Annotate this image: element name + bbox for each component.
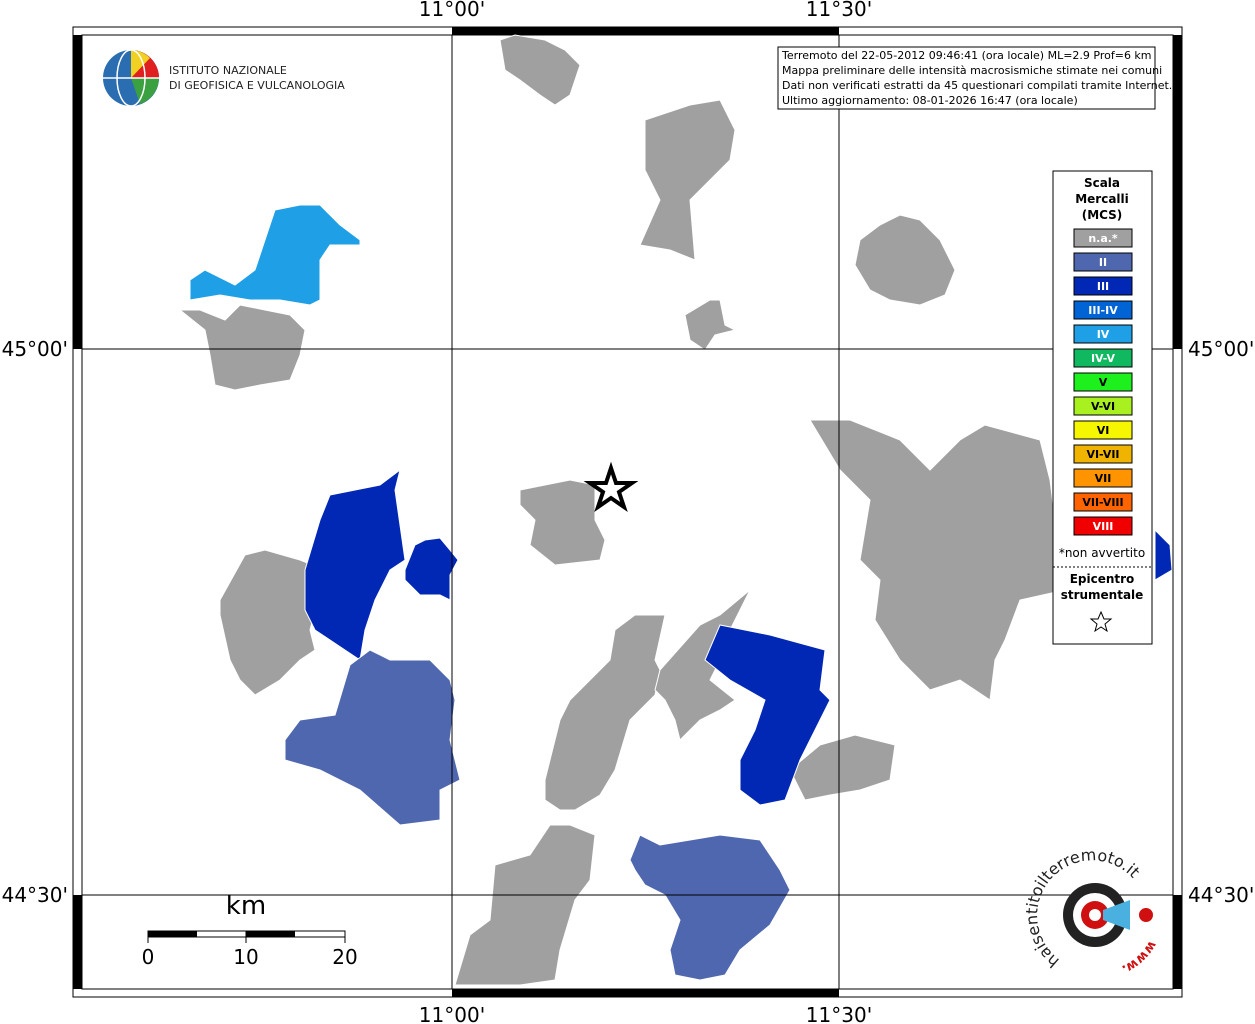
legend-label: VII: [1095, 472, 1112, 485]
axis-label: 45°00': [1188, 337, 1254, 361]
legend-note: *non avvertito: [1059, 546, 1145, 560]
legend-swatch: [1073, 300, 1133, 320]
frame-band: [73, 35, 82, 349]
legend-title: Mercalli: [1075, 192, 1129, 206]
legend-label: VII-VIII: [1082, 496, 1123, 509]
axis-label: 44°30': [2, 883, 68, 907]
legend-swatch: [1073, 252, 1133, 272]
legend-label: III: [1097, 280, 1109, 293]
legend-title: (MCS): [1082, 208, 1123, 222]
legend-label: V-VI: [1091, 400, 1115, 413]
frame-band: [73, 895, 82, 989]
legend-label: II: [1099, 256, 1107, 269]
legend-swatch: [1073, 372, 1133, 392]
legend-swatch: [1073, 348, 1133, 368]
frame-band: [1173, 35, 1182, 349]
legend-label: VI: [1097, 424, 1110, 437]
axis-label: 11°00': [419, 0, 485, 21]
info-box: [777, 46, 1156, 110]
legend-swatch: [1073, 228, 1133, 248]
info-line: Terremoto del 22-05-2012 09:46:41 (ora l…: [781, 49, 1152, 62]
logo-text: ISTITUTO NAZIONALE: [169, 64, 287, 77]
axis-label: 44°30': [1188, 883, 1254, 907]
axis-label: 45°00': [2, 337, 68, 361]
legend-swatch: [1073, 492, 1133, 512]
legend-swatch: [1073, 420, 1133, 440]
scale-bar: km 0 10 20: [142, 891, 358, 969]
axis-label: 11°30': [806, 1003, 872, 1024]
scale-label: 0: [142, 945, 155, 969]
scale-label: 10: [233, 945, 258, 969]
legend-swatch: [1073, 396, 1133, 416]
legend-epicenter: Epicentro: [1070, 572, 1135, 586]
legend-swatch: [1073, 516, 1133, 536]
scale-unit: km: [226, 891, 266, 921]
scale-label: 20: [332, 945, 357, 969]
legend-label: IV: [1097, 328, 1110, 341]
municipalities: [178, 34, 1173, 986]
axis-label: 11°30': [806, 0, 872, 21]
frame-band: [452, 27, 839, 35]
legend-swatch: [1073, 324, 1133, 344]
logo-text: DI GEOFISICA E VULCANOLOGIA: [169, 79, 345, 92]
frame-band: [452, 989, 839, 997]
axis-label: 11°00': [419, 1003, 485, 1024]
ingv-logo: ISTITUTO NAZIONALE DI GEOFISICA E VULCAN…: [103, 49, 345, 107]
legend-swatch: [1073, 276, 1133, 296]
legend-label: n.a.*: [1088, 232, 1118, 245]
legend: Scala Mercalli (MCS) *non avvertito Epic…: [1052, 170, 1153, 645]
legend-swatch: [1073, 444, 1133, 464]
legend-title: Scala: [1084, 176, 1120, 190]
epicenter: [583, 461, 639, 513]
legend-label: VI-VII: [1086, 448, 1119, 461]
legend-label: VIII: [1093, 520, 1114, 533]
legend-epicenter: strumentale: [1061, 588, 1144, 602]
graticule: [82, 35, 1173, 989]
info-line: Mappa preliminare delle intensità macros…: [782, 64, 1162, 77]
legend-label: III-IV: [1088, 304, 1118, 317]
info-line: Dati non verificati estratti da 45 quest…: [782, 79, 1172, 92]
legend-swatch: [1073, 468, 1133, 488]
legend-label: IV-V: [1091, 352, 1116, 365]
frame-band: [1173, 895, 1182, 989]
info-line: Ultimo aggiornamento: 08-01-2026 16:47 (…: [782, 94, 1078, 107]
legend-label: V: [1099, 376, 1108, 389]
